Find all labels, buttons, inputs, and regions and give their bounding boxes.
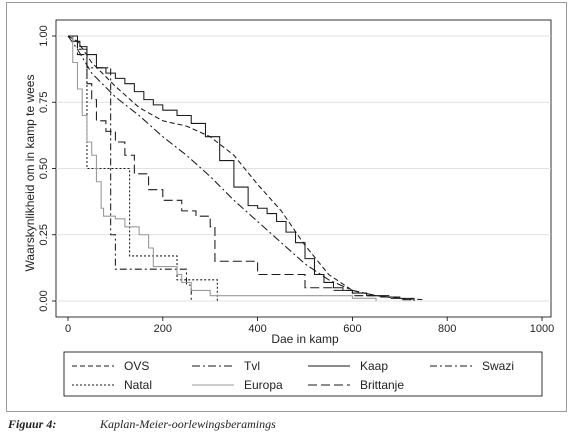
x-tick-label: 600 xyxy=(343,323,361,335)
series-line-kaap xyxy=(68,35,415,301)
x-tick-label: 0 xyxy=(65,323,71,335)
x-tick-label: 1000 xyxy=(530,323,554,335)
x-tick-label: 200 xyxy=(154,323,172,335)
series-line-europa xyxy=(68,35,377,301)
series-line-natal xyxy=(68,35,218,301)
legend: OVS Tvl Kaap Swazi Natal Europa Brittanje xyxy=(63,351,543,397)
x-tick-label: 400 xyxy=(248,323,266,335)
legend-label-brittanje: Brittanje xyxy=(360,378,404,392)
y-tick-label: 0.50 xyxy=(38,158,50,179)
caption-text: Kaplan-Meier-oorlewingsberamings xyxy=(100,417,276,431)
y-axis-label: Waarskynlikheid om in kamp te wees xyxy=(23,75,37,272)
legend-label-europa: Europa xyxy=(244,378,283,392)
y-tick-label: 1.00 xyxy=(38,25,50,46)
legend-box xyxy=(63,351,543,397)
legend-label-natal: Natal xyxy=(124,378,152,392)
caption-label: Figuur 4: xyxy=(8,417,57,431)
legend-label-ovs: OVS xyxy=(124,359,149,373)
series-line-ovs xyxy=(67,35,424,301)
legend-label-tvl: Tvl xyxy=(244,359,260,373)
x-tick-label: 800 xyxy=(438,323,456,335)
legend-label-kaap: Kaap xyxy=(360,359,388,373)
series-layer xyxy=(67,35,424,301)
axes: 0.00 0.25 0.50 0.75 1.00 0 200 400 600 800 1000 xyxy=(38,25,554,335)
x-axis-label: Dae in kamp xyxy=(271,332,339,346)
series-line-brittanje xyxy=(68,35,415,301)
legend-label-swazi: Swazi xyxy=(482,359,514,373)
y-tick-label: 0.25 xyxy=(38,224,50,245)
figure-caption: Figuur 4: Kaplan-Meier-oorlewingsberamin… xyxy=(8,417,568,435)
y-tick-label: 0.00 xyxy=(38,290,50,311)
y-tick-label: 0.75 xyxy=(38,92,50,113)
series-line-tvl xyxy=(67,35,400,299)
